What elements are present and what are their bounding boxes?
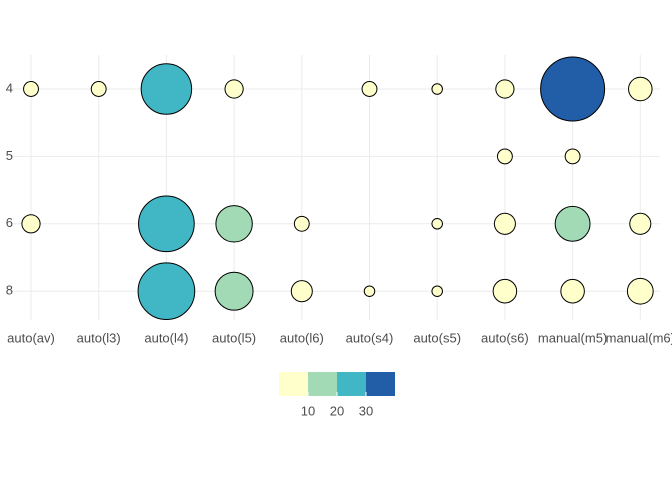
- bubble: [492, 278, 518, 304]
- legend-label: 20: [330, 403, 344, 418]
- bubble: [138, 195, 195, 253]
- x-tick-label: auto(l3): [77, 330, 121, 345]
- bubble: [361, 81, 378, 97]
- x-tick-label: auto(s6): [481, 330, 529, 345]
- bubble: [493, 212, 516, 235]
- legend-swatch: [337, 372, 366, 396]
- legend-label: 10: [301, 403, 315, 418]
- x-tick-label: manual(m5): [538, 330, 607, 345]
- bubble: [554, 205, 591, 242]
- bubble: [215, 205, 253, 243]
- bubble: [629, 212, 652, 235]
- bubble: [214, 271, 254, 311]
- x-tick-label: manual(m6): [606, 330, 672, 345]
- bubble: [431, 285, 443, 297]
- bubble: [23, 81, 39, 97]
- bubble: [628, 76, 653, 102]
- bubble: [363, 285, 376, 297]
- y-tick-label: 6: [6, 215, 13, 230]
- bubble: [293, 215, 310, 232]
- bubble: [431, 218, 443, 230]
- legend-swatch: [366, 372, 395, 396]
- bubble: [21, 214, 41, 234]
- bubble: [564, 148, 581, 165]
- bubble: [224, 79, 244, 99]
- y-tick-label: 4: [6, 80, 13, 95]
- x-tick-label: auto(l5): [212, 330, 256, 345]
- bubble: [560, 278, 585, 304]
- bubble: [140, 63, 193, 115]
- bubble: [90, 81, 107, 97]
- x-tick-label: auto(av): [7, 330, 55, 345]
- x-tick-label: auto(s4): [346, 330, 394, 345]
- x-tick-label: auto(l4): [144, 330, 188, 345]
- y-tick-label: 8: [6, 283, 13, 298]
- legend-swatch: [279, 372, 308, 396]
- bubble: [137, 262, 196, 321]
- legend-label: 30: [359, 403, 373, 418]
- bubble: [540, 56, 606, 122]
- x-tick-label: auto(s5): [413, 330, 461, 345]
- legend-swatch: [308, 372, 337, 396]
- y-tick-label: 5: [6, 148, 13, 163]
- bubble: [626, 277, 654, 305]
- bubble: [495, 79, 515, 99]
- bubble: [431, 83, 443, 95]
- x-tick-label: auto(l6): [280, 330, 324, 345]
- bubble: [290, 280, 313, 303]
- bubble: [496, 148, 513, 165]
